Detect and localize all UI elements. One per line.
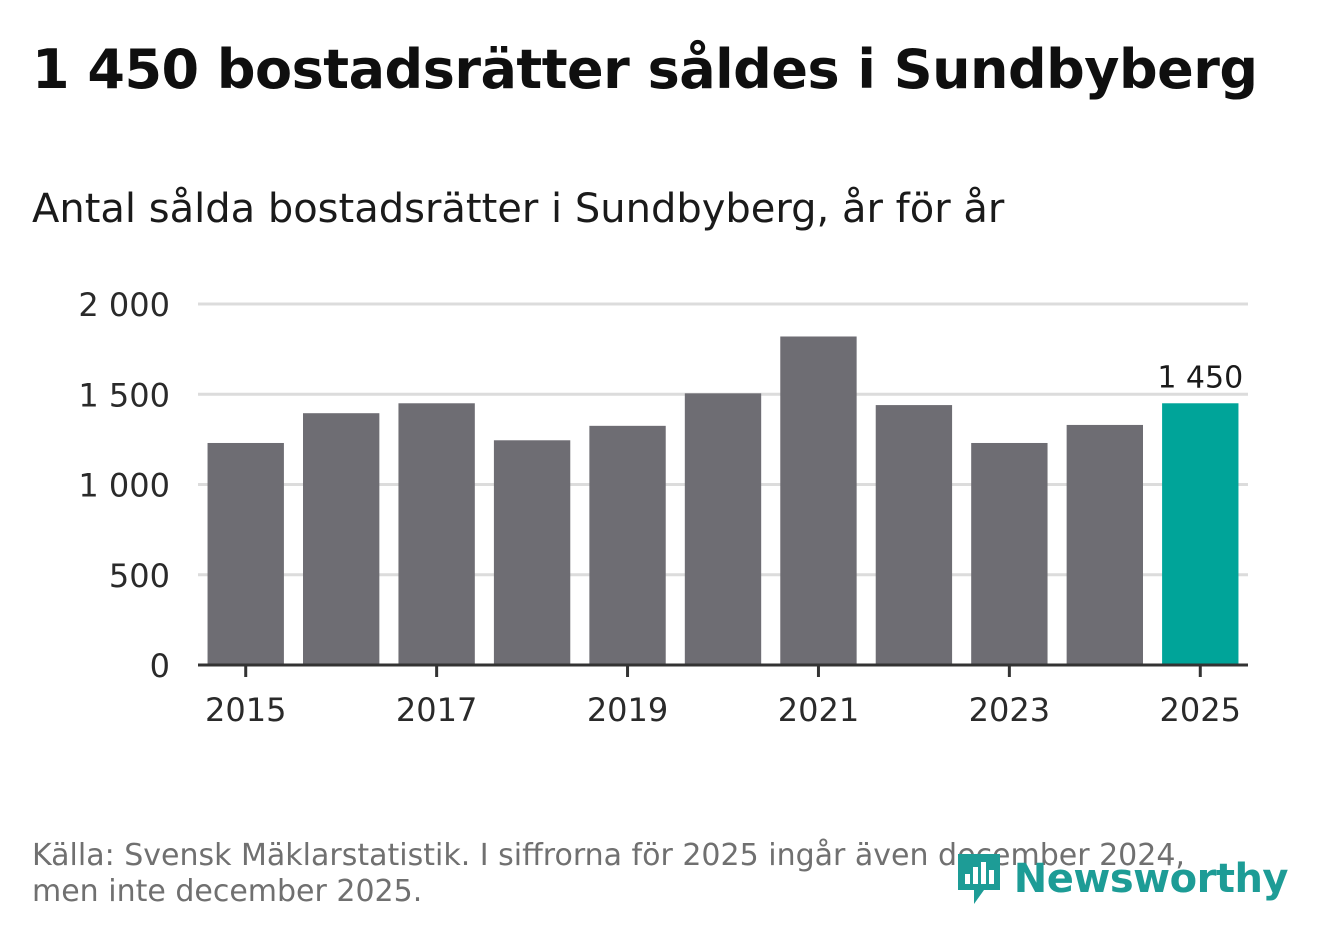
bar [1162,403,1239,665]
bar [875,405,953,665]
bar-chart-icon [957,854,1000,904]
bar [684,393,762,665]
x-tick-label: 2023 [969,691,1050,729]
bar [971,442,1048,665]
bar [303,413,380,665]
x-tick-label: 2017 [396,691,477,729]
x-tick-label: 2019 [587,691,668,729]
bar-chart: 0 500 1 000 1 500 2 000 1 450 2015 2017 2019 2021… [78,286,1248,729]
bar [1066,424,1143,665]
y-tick-label: 0 [150,647,170,685]
x-tick-label: 2025 [1160,691,1241,729]
chart-subtitle: Antal sålda bostadsrätter i Sundbyberg, … [32,186,1005,232]
y-tick-label: 2 000 [78,286,170,324]
newsworthy-logo: Newsworthy [954,850,1289,908]
x-tick-label: 2021 [778,691,859,729]
brand-name: Newsworthy [1013,856,1289,902]
y-tick-label: 1 000 [78,467,170,505]
x-tick-label: 2015 [205,691,286,729]
bar [589,425,666,665]
data-label: 1 450 [1157,360,1243,395]
chart-title: 1 450 bostadsrätter såldes i Sundbyberg [32,38,1258,101]
bar [780,336,857,665]
bar [493,440,571,665]
y-tick-label: 500 [109,557,170,595]
bar [398,403,475,665]
bar [207,442,284,665]
y-tick-label: 1 500 [78,376,170,414]
source-note-line-2: men inte december 2025. [32,874,423,909]
